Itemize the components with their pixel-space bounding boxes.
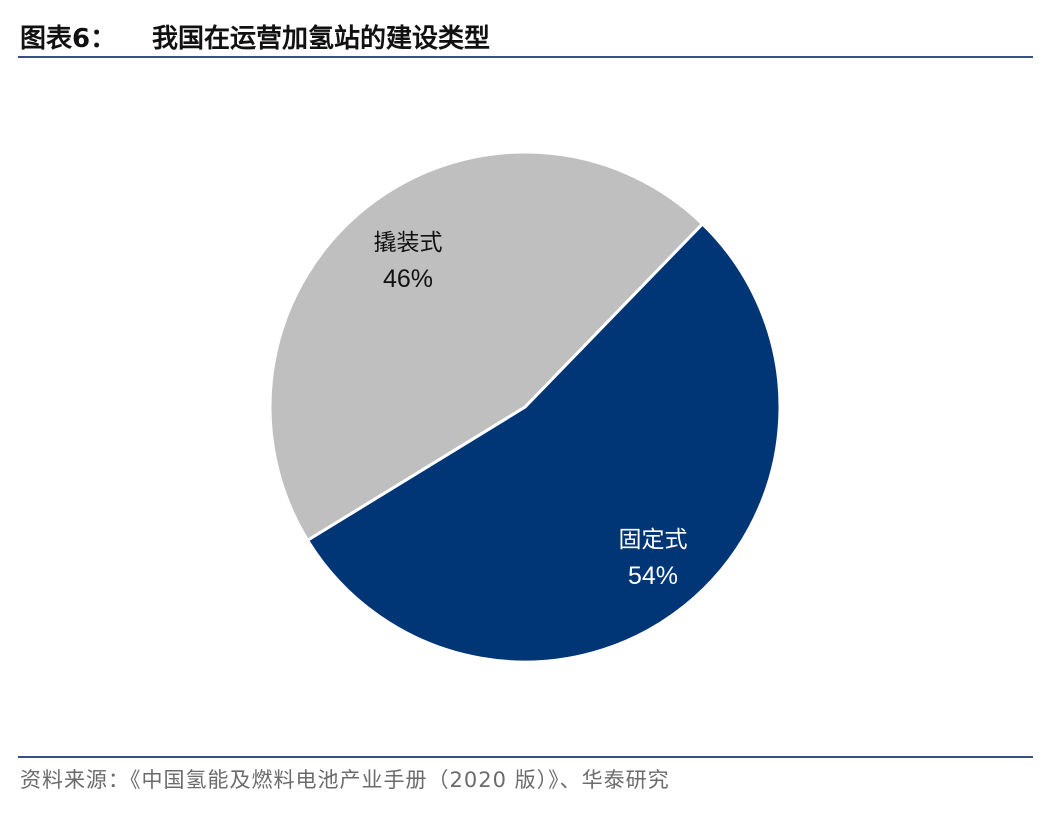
source-note: 资料来源：《中国氢能及燃料电池产业手册（2020 版）》、华泰研究: [20, 768, 670, 792]
figure-title: 我国在运营加氢站的建设类型: [152, 24, 491, 54]
slice-percentage: 46%: [383, 265, 433, 293]
slice-label: 撬装式: [374, 230, 443, 256]
figure-header: 图表6： 我国在运营加氢站的建设类型: [18, 12, 1033, 58]
pie-slice-skid: [268, 150, 705, 543]
slice-label: 固定式: [619, 527, 688, 553]
pie-slice-fixed: [305, 221, 782, 664]
footer-divider: [18, 756, 1033, 758]
slice-percentage: 54%: [628, 562, 678, 590]
figure-label: 图表6：: [20, 24, 117, 54]
